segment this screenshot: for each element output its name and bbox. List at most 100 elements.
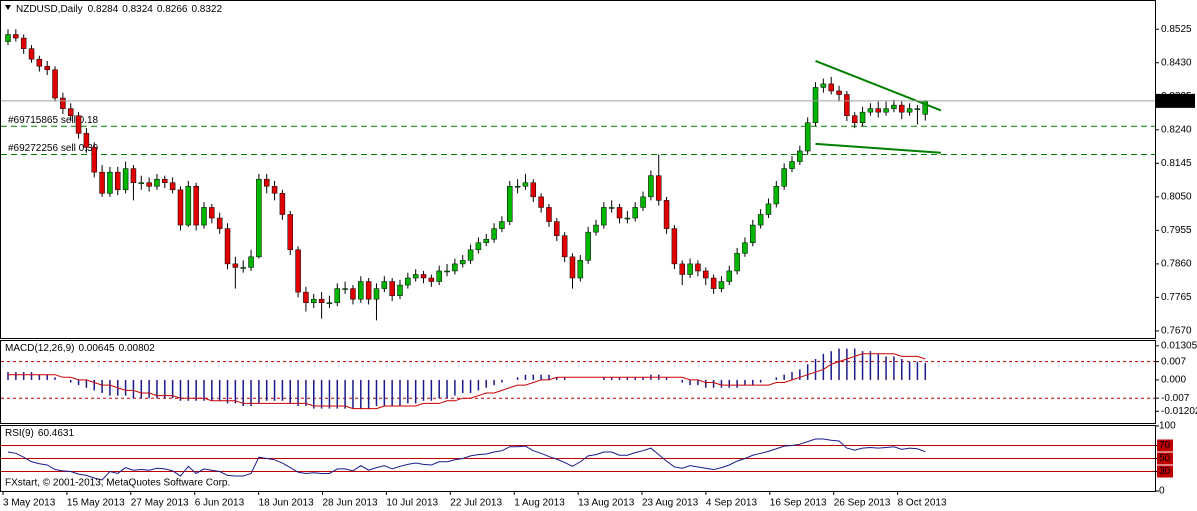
y-tick-label: 100 [1159,421,1176,432]
candle-body [773,186,780,205]
candle-body [412,274,419,279]
x-tick-label: 23 Aug 2013 [642,498,699,509]
price-label: 0.8322 [1159,96,1190,107]
x-tick-label: 18 Jun 2013 [259,498,314,509]
candle-body [467,249,474,261]
y-tick-label: 0.7670 [1161,326,1192,337]
candle-body [859,111,866,123]
y-tick-label: 0.8240 [1161,124,1192,135]
candle-body [326,302,333,304]
x-tick-label: 8 Oct 2013 [898,498,947,509]
candle-body [75,115,82,134]
rsi-header: RSI(9) 60.4631 [5,428,74,439]
candle-body [914,108,921,110]
candle-body [836,90,842,95]
candle-body [546,207,552,222]
macd-title: MACD(12,26,9) [5,343,74,354]
candle-body [177,189,184,226]
candle-body [608,207,615,209]
candle-body [750,224,756,243]
candle-body [44,66,50,71]
candle-body [851,115,858,123]
candle-body [899,104,905,113]
candle-body [585,231,591,261]
candle-body [648,175,654,198]
candle-body [906,108,913,113]
candle-body [146,182,152,187]
candle-body [162,178,168,183]
candle-body [209,207,215,219]
candle-body [640,196,646,208]
candle-body [828,83,834,92]
candle-body [122,168,129,191]
candle-body [185,186,192,226]
candle-body [279,193,286,215]
candle-body [781,168,787,187]
low: 0.8266 [157,4,188,15]
candle-body [256,178,262,258]
candle-body [193,186,199,226]
y-tick-label: 0.007 [1161,356,1186,367]
candle-body [169,182,176,191]
candle-body [820,83,827,88]
candle-body [271,186,278,194]
candle-body [789,161,795,169]
candle-body [107,171,113,194]
candle-body [483,238,489,243]
order-label: #69715865 sell 0.18 [8,115,99,126]
candle-body [765,203,772,215]
candle-body [224,228,231,265]
rsi-line [7,438,926,481]
candle-body [381,281,388,289]
symbol: NZDUSD,Daily [16,4,83,15]
y-tick-label: 0.8525 [1161,24,1192,35]
candle-body [311,298,317,303]
candle-body [804,122,811,152]
candle-body [593,224,599,233]
candle-body [671,228,678,265]
candle-body [20,37,27,49]
candle-body [797,150,803,162]
y-tick-label: 0.7765 [1161,292,1192,303]
candle-body [812,87,819,123]
price-box [1155,93,1195,108]
high: 0.8324 [122,4,153,15]
plot-layer: #69715865 sell 0.18 #69272256 sell 0.30 [1,29,1155,481]
candle-body [616,207,623,219]
y-tick-label: 0.8145 [1161,158,1192,169]
candle-body [514,186,521,188]
candle-body [389,281,395,296]
x-tick-label: 27 May 2013 [131,498,189,509]
x-tick-label: 22 Jul 2013 [450,498,502,509]
y-tick-label: 0.7860 [1161,259,1192,270]
candle-body [36,58,43,67]
candle-body [83,133,90,148]
candle-body [99,171,105,194]
candle-body [334,288,341,303]
trendline [815,142,942,154]
y-tick-label: 0.8430 [1161,57,1192,68]
y-tick-label: 0.01305 [1161,340,1197,351]
candle-body [491,228,497,240]
candle-body [318,298,325,303]
candle-body [710,277,717,289]
y-tick-label: -0.007 [1161,393,1190,404]
candle-body [867,108,874,113]
candle-body [695,263,701,272]
x-tick-label: 28 Jun 2013 [323,498,378,509]
copyright: FXstart, © 2001-2013, MetaQuotes Softwar… [5,478,230,489]
level-box [1157,465,1173,478]
candle-body [420,274,427,279]
candle-body [295,249,301,293]
candle-body [287,214,293,251]
candle-body [655,175,662,201]
candle-body [742,242,748,254]
signal-value: 0.00802 [119,343,156,354]
menu-icon[interactable] [5,5,11,10]
x-tick-label: 26 Sep 2013 [834,498,891,509]
y-tick-label: 0.8050 [1161,191,1192,202]
candle-body [718,281,725,289]
x-tick-label: 10 Jul 2013 [386,498,438,509]
macd-frame [0,340,1156,424]
